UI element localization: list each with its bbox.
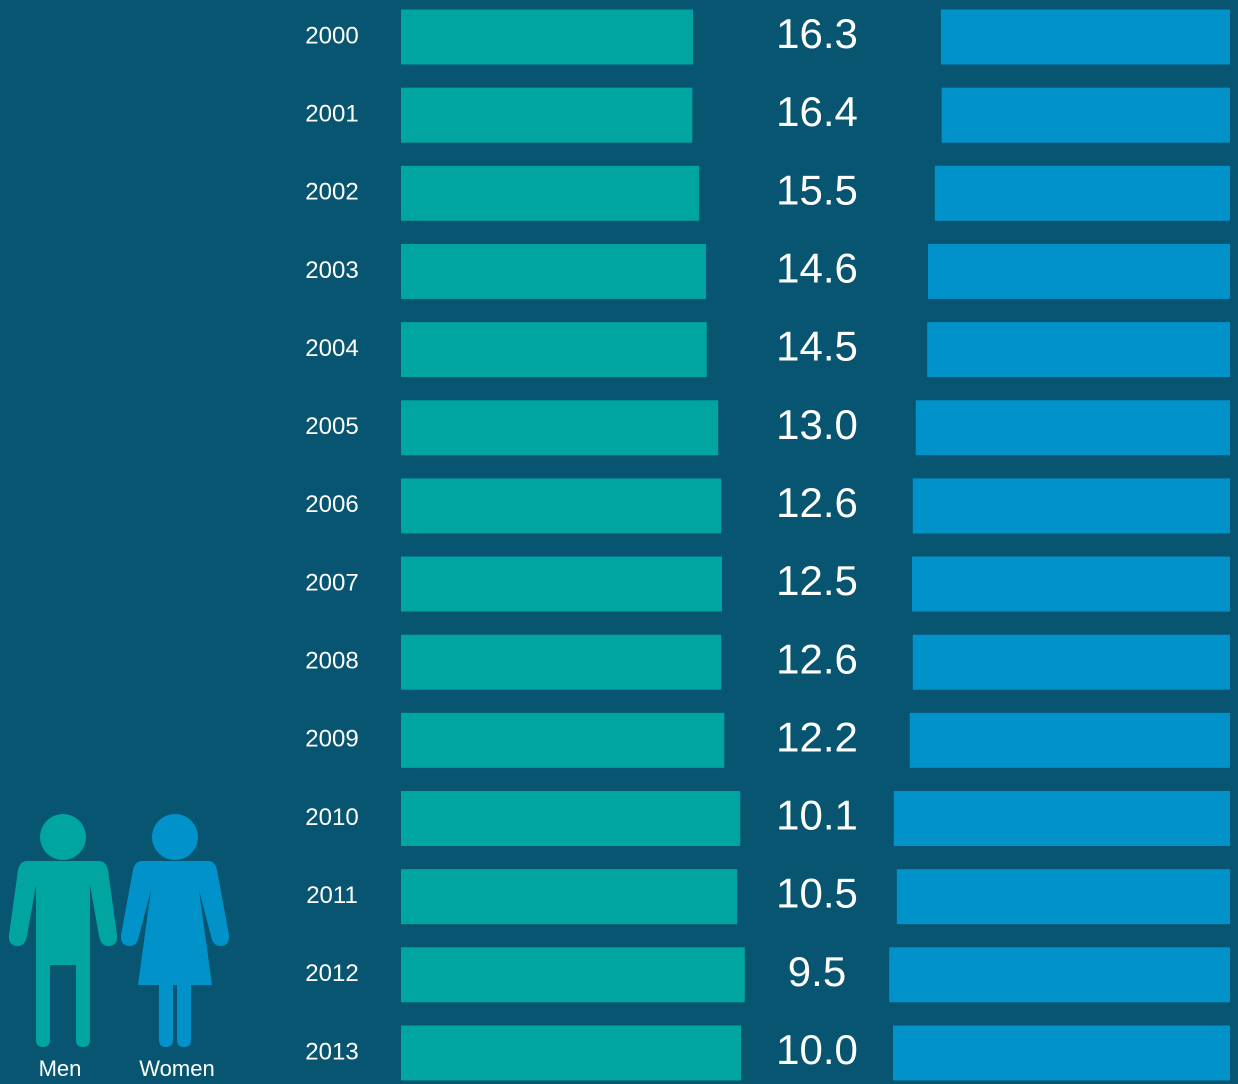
- men-bar: [401, 947, 745, 1003]
- men-bar: [401, 243, 707, 299]
- year-label: 2002: [305, 179, 358, 206]
- value-label: 12.6: [776, 635, 858, 682]
- year-label: 2000: [305, 22, 358, 49]
- value-label: 12.5: [776, 557, 858, 604]
- year-label: 2011: [306, 882, 358, 909]
- year-label: 2008: [305, 648, 358, 675]
- year-label: 2009: [305, 726, 358, 753]
- women-bar: [889, 947, 1230, 1003]
- men-bar: [401, 1025, 741, 1081]
- men-bar: [401, 869, 738, 925]
- value-label: 14.5: [776, 323, 858, 370]
- value-label: 14.6: [776, 245, 858, 292]
- legend-icons: [8, 814, 230, 1047]
- men-bar: [401, 556, 722, 612]
- men-bar: [401, 400, 719, 456]
- women-bar: [912, 634, 1230, 690]
- men-bar: [401, 87, 693, 143]
- men-bar: [401, 712, 725, 768]
- value-label: 16.3: [776, 10, 858, 57]
- value-label: 10.1: [776, 792, 858, 839]
- year-label: 2004: [305, 335, 358, 362]
- women-bar: [934, 165, 1230, 221]
- women-bar: [941, 87, 1230, 143]
- year-label: 2006: [305, 491, 358, 518]
- legend-label: Women: [139, 1056, 214, 1081]
- women-bar: [893, 791, 1230, 846]
- men-bar: [401, 791, 741, 846]
- women-icon: [120, 814, 230, 1047]
- year-label: 2013: [305, 1038, 358, 1065]
- year-label: 2007: [305, 569, 358, 596]
- women-bar: [940, 9, 1230, 65]
- women-bar: [912, 556, 1230, 612]
- value-label: 12.6: [776, 479, 858, 526]
- value-label: 16.4: [776, 88, 858, 135]
- year-label: 2010: [305, 804, 358, 831]
- year-label: 2003: [305, 257, 358, 284]
- value-label: 12.2: [776, 713, 858, 760]
- women-bar: [927, 243, 1230, 299]
- value-label: 10.5: [776, 870, 858, 917]
- women-bar: [909, 712, 1230, 768]
- legend-label: Men: [39, 1056, 82, 1081]
- women-bar: [927, 322, 1230, 378]
- value-label: 10.0: [776, 1026, 858, 1073]
- men-bar: [401, 9, 694, 65]
- women-bar: [912, 478, 1230, 534]
- men-bar: [401, 478, 722, 534]
- year-label: 2005: [305, 413, 358, 440]
- value-label: 15.5: [776, 166, 858, 213]
- men-icon: [8, 814, 118, 1047]
- men-bar: [401, 165, 700, 221]
- women-bar: [915, 400, 1230, 456]
- men-bar: [401, 634, 722, 690]
- year-label: 2012: [305, 960, 358, 987]
- value-label: 13.0: [776, 401, 858, 448]
- year-label: 2001: [305, 100, 358, 127]
- value-label: 9.5: [788, 948, 846, 995]
- women-bar: [893, 1025, 1230, 1081]
- women-bar: [896, 869, 1230, 925]
- men-bar: [401, 322, 707, 378]
